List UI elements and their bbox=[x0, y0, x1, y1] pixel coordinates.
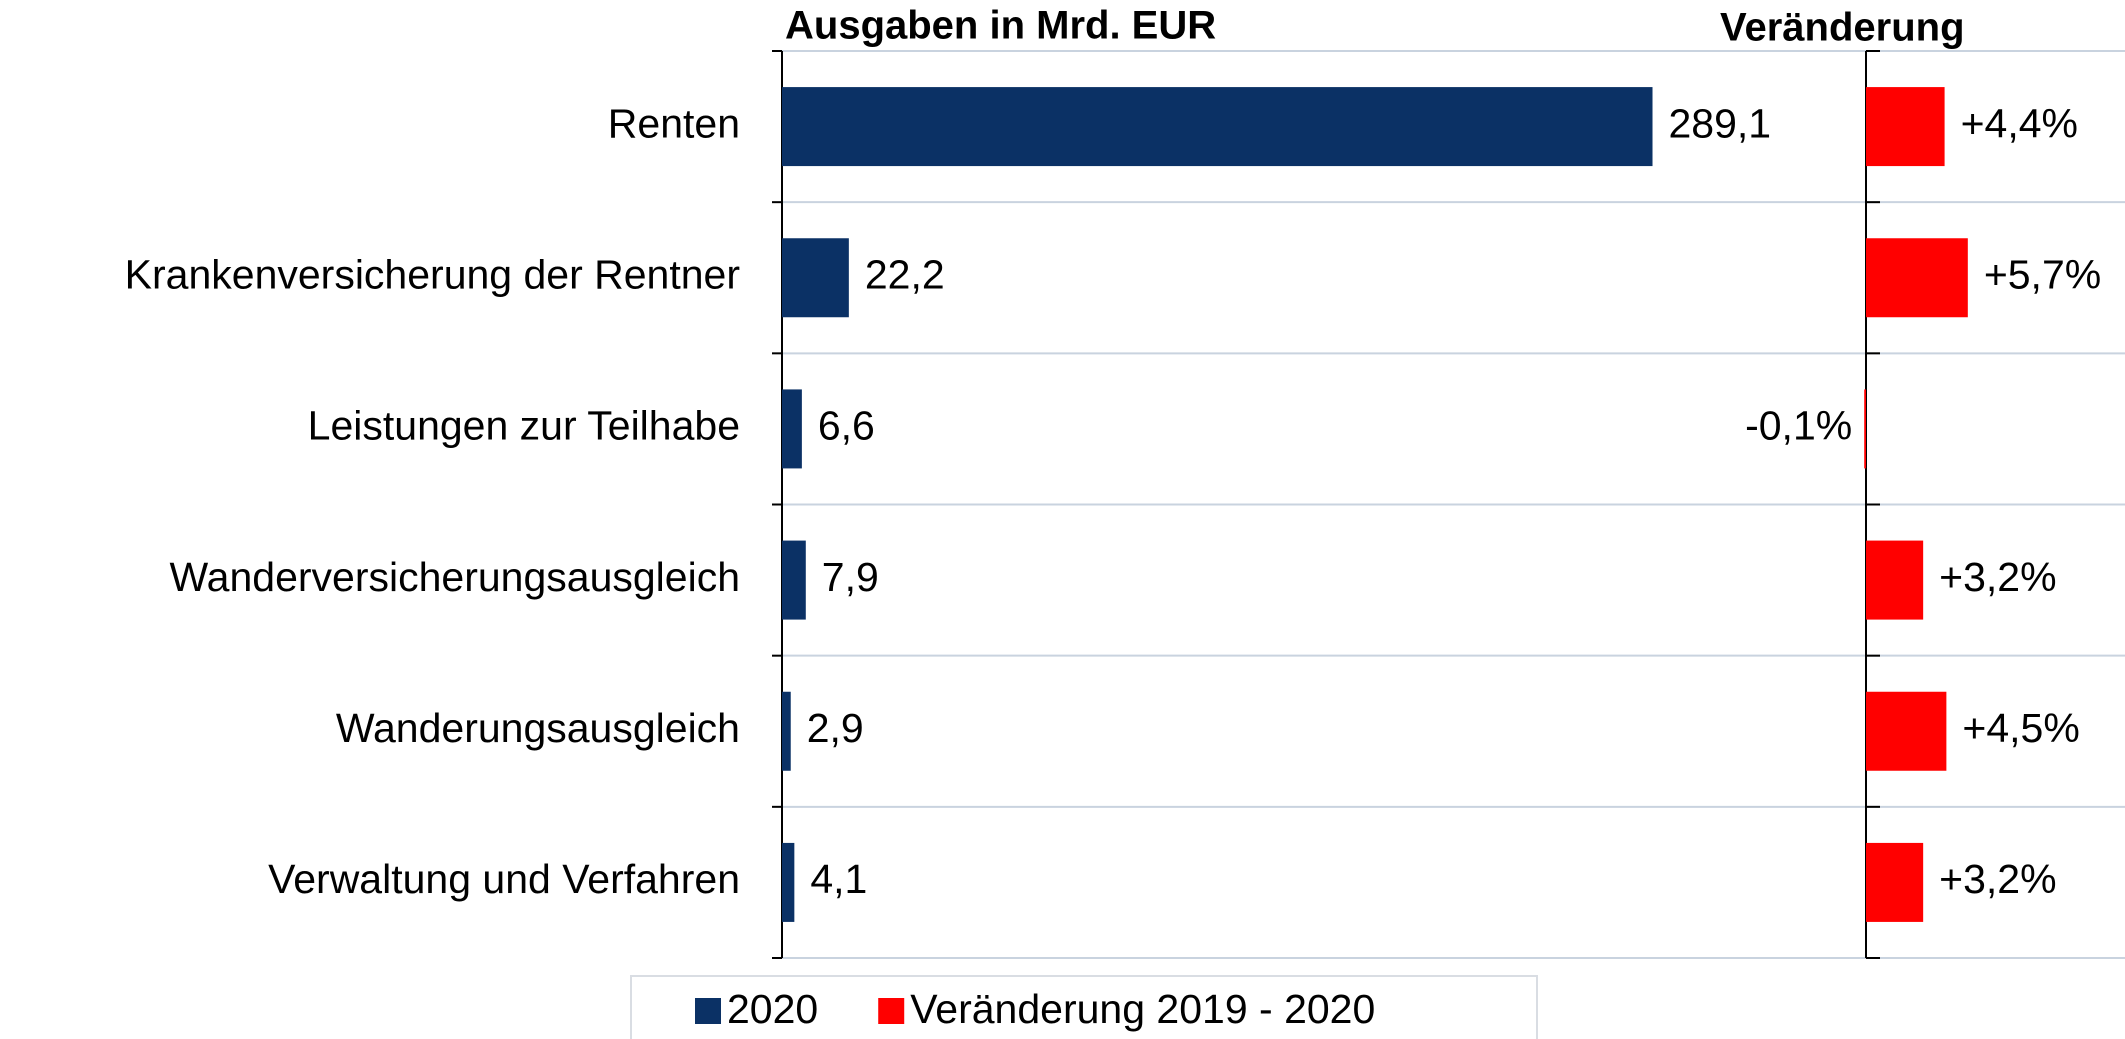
bar bbox=[782, 389, 802, 469]
value-label: +4,5% bbox=[1962, 705, 2079, 751]
bar bbox=[782, 540, 806, 620]
legend-label: 2020 bbox=[727, 986, 818, 1032]
legend-swatch bbox=[878, 998, 905, 1024]
value-label: +4,4% bbox=[1961, 100, 2078, 146]
bar bbox=[782, 238, 849, 318]
bar bbox=[1866, 540, 1924, 620]
bar bbox=[1866, 842, 1924, 922]
bar bbox=[782, 87, 1653, 167]
legend-swatch bbox=[695, 998, 721, 1024]
value-label: 2,9 bbox=[807, 705, 864, 751]
value-label: 7,9 bbox=[822, 554, 879, 600]
value-label: -0,1% bbox=[1745, 403, 1852, 449]
value-label: 4,1 bbox=[810, 856, 867, 902]
bar bbox=[782, 842, 795, 922]
value-label: 6,6 bbox=[818, 403, 875, 449]
chart-title: Veränderung bbox=[1720, 6, 1965, 50]
category-label: Verwaltung und Verfahren bbox=[268, 856, 740, 902]
category-label: Renten bbox=[608, 100, 740, 146]
value-label: +5,7% bbox=[1984, 252, 2101, 298]
bar bbox=[1866, 238, 1968, 318]
category-label: Krankenversicherung der Rentner bbox=[125, 252, 740, 298]
bar bbox=[1866, 691, 1947, 771]
value-label: +3,2% bbox=[1939, 856, 2056, 902]
value-label: +3,2% bbox=[1939, 554, 2056, 600]
bar bbox=[1864, 389, 1866, 469]
category-label: Wanderungsausgleich bbox=[336, 705, 740, 751]
category-label: Wanderversicherungsausgleich bbox=[170, 554, 741, 600]
category-label: Leistungen zur Teilhabe bbox=[308, 403, 740, 449]
chart-title: Ausgaben in Mrd. EUR bbox=[785, 4, 1216, 48]
bar bbox=[782, 691, 791, 771]
bar bbox=[1866, 87, 1945, 167]
legend-label: Veränderung 2019 - 2020 bbox=[910, 986, 1375, 1032]
legend-box bbox=[630, 975, 1538, 1039]
value-label: 289,1 bbox=[1669, 100, 1772, 146]
value-label: 22,2 bbox=[865, 252, 945, 298]
